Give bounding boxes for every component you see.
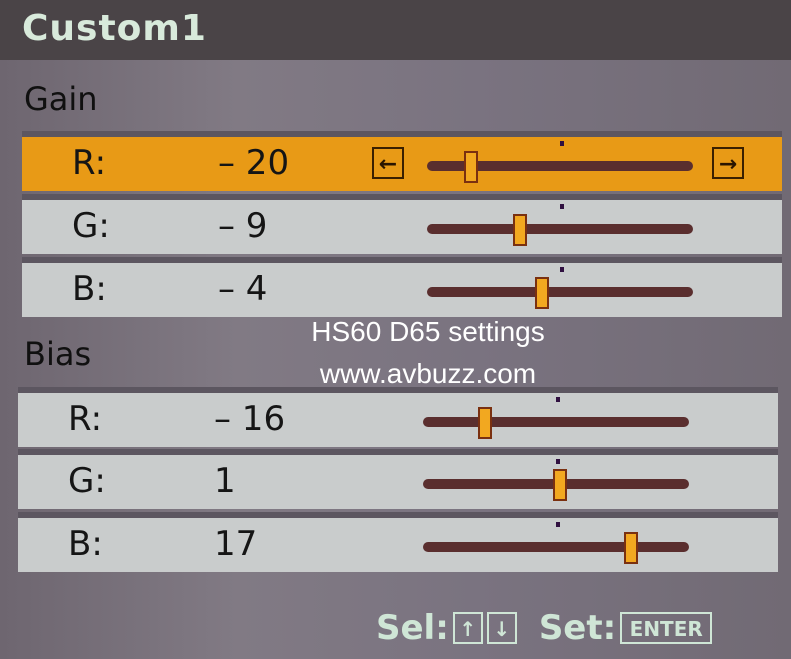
set-label: Set: (538, 608, 617, 648)
gain-header: Gain (24, 80, 98, 118)
slider-thumb[interactable] (478, 407, 493, 439)
channel-label: B: (72, 269, 107, 309)
sel-label: Sel: (376, 608, 449, 648)
gain-b-row[interactable]: B: – 4 (22, 263, 782, 317)
center-tick (556, 522, 560, 527)
slider-track[interactable] (427, 267, 693, 309)
bias-g-row[interactable]: G: 1 (18, 455, 778, 509)
slider-thumb[interactable] (513, 214, 528, 246)
channel-value: – 4 (218, 269, 268, 309)
slider-track[interactable] (423, 459, 689, 501)
slider-thumb[interactable] (464, 151, 479, 183)
watermark-line2: www.avbuzz.com (319, 358, 537, 389)
channel-value: – 16 (214, 399, 286, 439)
center-tick (556, 459, 560, 464)
center-tick (560, 267, 564, 272)
down-arrow-icon: ↓ (486, 612, 517, 644)
arrow-right-icon[interactable]: → (712, 147, 744, 179)
bias-b-row[interactable]: B: 17 (18, 518, 778, 572)
channel-label: G: (72, 206, 110, 246)
gain-g-row[interactable]: G: – 9 (22, 200, 782, 254)
up-arrow-icon: ↑ (452, 612, 483, 644)
center-tick (556, 397, 560, 402)
slider-track[interactable] (427, 141, 693, 183)
slider-thumb[interactable] (535, 277, 550, 309)
channel-label: R: (68, 399, 103, 439)
menu-title: Custom1 (22, 8, 207, 49)
gain-r-row[interactable]: R: – 20 ← → (22, 137, 782, 191)
title-bar: Custom1 (0, 0, 791, 60)
channel-value: 17 (214, 524, 258, 564)
channel-value: – 9 (218, 206, 268, 246)
bias-header: Bias (24, 335, 92, 373)
slider-track[interactable] (423, 522, 689, 564)
center-tick (560, 204, 564, 209)
watermark-line1: HS60 D65 settings (311, 316, 545, 347)
center-tick (560, 141, 564, 146)
bias-r-row[interactable]: R: – 16 (18, 393, 778, 447)
slider-track[interactable] (427, 204, 693, 246)
channel-label: R: (72, 143, 107, 183)
channel-value: 1 (214, 461, 236, 501)
enter-key-icon: ENTER (620, 612, 713, 644)
channel-label: B: (68, 524, 103, 564)
slider-thumb[interactable] (553, 469, 568, 501)
footer-hints: Sel: ↑ ↓ Set: ENTER (376, 608, 713, 648)
slider-thumb[interactable] (624, 532, 639, 564)
arrow-left-icon[interactable]: ← (372, 147, 404, 179)
channel-value: – 20 (218, 143, 290, 183)
channel-label: G: (68, 461, 106, 501)
slider-track[interactable] (423, 397, 689, 439)
